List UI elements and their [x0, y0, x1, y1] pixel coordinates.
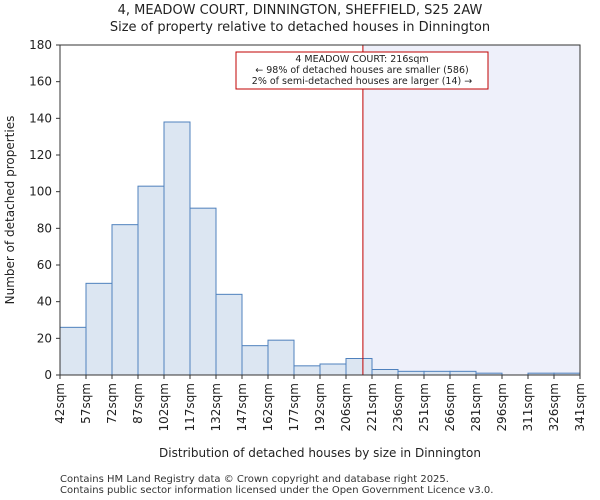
bar-57sqm: [85, 282, 113, 376]
footer-line-2: Contains public sector information licen…: [60, 485, 494, 496]
y-tick-label: 100: [29, 185, 52, 199]
bar-236sqm: [397, 370, 425, 376]
bar-266sqm: [449, 370, 477, 376]
x-tick-label: 266sqm: [443, 383, 457, 431]
x-tick-label: 87sqm: [131, 383, 145, 424]
x-tick-label: 117sqm: [183, 383, 197, 431]
x-tick-label: 221sqm: [365, 383, 379, 431]
bar-147sqm: [241, 345, 269, 376]
y-axis-label: Number of detached properties: [3, 116, 17, 305]
x-tick-label: 177sqm: [287, 383, 301, 431]
bar-87sqm: [137, 185, 165, 376]
highlight-region: [362, 45, 580, 375]
y-tick-label: 0: [44, 368, 52, 382]
x-tick-label: 296sqm: [495, 383, 509, 431]
bar-117sqm: [189, 207, 217, 376]
bar-72sqm: [111, 224, 139, 376]
bar-251sqm: [423, 370, 451, 376]
y-tick-label: 180: [29, 38, 52, 52]
y-tick-label: 140: [29, 111, 52, 125]
chart-title: 4, MEADOW COURT, DINNINGTON, SHEFFIELD, …: [117, 3, 483, 18]
bar-206sqm: [345, 358, 373, 376]
x-tick-label: 251sqm: [417, 383, 431, 431]
bar-177sqm: [293, 365, 321, 376]
y-tick-label: 40: [37, 295, 52, 309]
bar-102sqm: [163, 121, 191, 376]
x-tick-label: 341sqm: [573, 383, 587, 431]
x-tick-label: 102sqm: [157, 383, 171, 431]
bar-192sqm: [319, 363, 347, 376]
x-tick-label: 162sqm: [261, 383, 275, 431]
bar-221sqm: [371, 369, 399, 376]
x-tick-label: 281sqm: [469, 383, 483, 431]
bar-132sqm: [215, 293, 243, 376]
x-axis-label: Distribution of detached houses by size …: [159, 446, 481, 460]
y-tick-label: 80: [37, 221, 52, 235]
annotation-line-3: 2% of semi-detached houses are larger (1…: [252, 76, 472, 87]
x-tick-label: 147sqm: [235, 383, 249, 431]
y-tick-label: 160: [29, 75, 52, 89]
x-tick-label: 57sqm: [79, 383, 93, 424]
y-tick-label: 60: [37, 258, 52, 272]
x-tick-label: 311sqm: [521, 383, 535, 431]
annotation-box: 4 MEADOW COURT: 216sqm ← 98% of detached…: [235, 51, 489, 90]
x-tick-label: 236sqm: [391, 383, 405, 431]
x-tick-label: 42sqm: [53, 383, 67, 424]
y-tick-label: 20: [37, 331, 52, 345]
x-tick-label: 206sqm: [339, 383, 353, 431]
x-tick-label: 132sqm: [209, 383, 223, 431]
annotation-line-2: ← 98% of detached houses are smaller (58…: [255, 65, 468, 76]
x-tick-label: 72sqm: [105, 383, 119, 424]
plot-frame: [59, 44, 581, 376]
bar-42sqm: [59, 326, 87, 376]
y-tick-label: 120: [29, 148, 52, 162]
footer-line-1: Contains HM Land Registry data © Crown c…: [60, 474, 449, 485]
x-tick-label: 326sqm: [547, 383, 561, 431]
chart-subtitle: Size of property relative to detached ho…: [109, 20, 491, 35]
annotation-line-1: 4 MEADOW COURT: 216sqm: [295, 54, 428, 65]
x-tick-label: 192sqm: [313, 383, 327, 431]
bar-162sqm: [267, 339, 295, 376]
